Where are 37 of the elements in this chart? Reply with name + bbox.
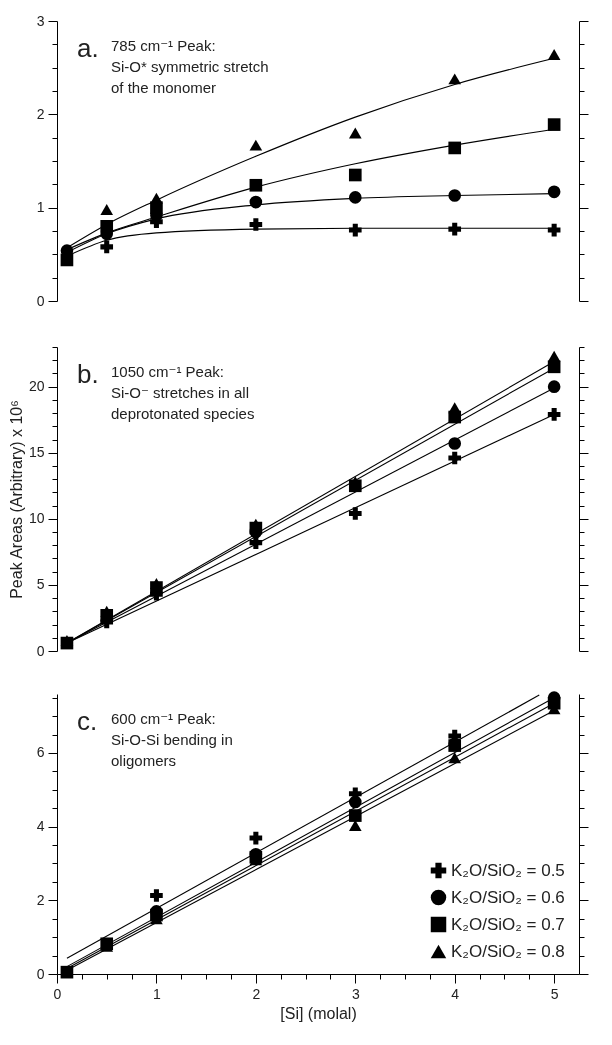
x-axis-title: [Si] (molal) — [280, 1004, 357, 1022]
y-tick-label: 10 — [28, 510, 45, 527]
y-axis-title: Peak Areas (Arbitrary) x 10⁶ — [7, 400, 25, 599]
y-tick-label: 0 — [36, 292, 45, 309]
annotation: 1050 cm⁻¹ Peak: — [111, 363, 224, 380]
annotation: 600 cm⁻¹ Peak: — [111, 710, 216, 727]
y-tick-label: 2 — [36, 105, 45, 122]
legend-label: K₂O/SiO₂ = 0.6 — [451, 887, 565, 907]
annotation: Si-O⁻ stretches in all — [111, 384, 249, 401]
annotation: Si-O-Si bending in — [111, 731, 233, 748]
x-tick-label: 0 — [53, 985, 62, 1002]
y-tick-label: 0 — [36, 642, 45, 659]
annotation: 785 cm⁻¹ Peak: — [111, 37, 216, 54]
annotation: b. — [77, 359, 99, 389]
y-tick-label: 4 — [36, 818, 45, 835]
x-tick-label: 4 — [451, 985, 460, 1002]
y-tick-label: 15 — [28, 444, 45, 461]
legend-label: K₂O/SiO₂ = 0.8 — [451, 941, 565, 961]
annotation: of the monomer — [111, 79, 217, 96]
annotation: Si-O* symmetric stretch — [111, 58, 269, 75]
x-tick-label: 2 — [252, 985, 261, 1002]
y-tick-label: 2 — [36, 891, 45, 908]
y-tick-label: 1 — [36, 199, 45, 216]
y-tick-label: 3 — [36, 12, 45, 29]
legend-label: K₂O/SiO₂ = 0.5 — [451, 860, 565, 880]
y-tick-label: 6 — [36, 744, 45, 761]
y-tick-label: 5 — [36, 576, 45, 593]
legend-label: K₂O/SiO₂ = 0.7 — [451, 914, 565, 934]
x-tick-label: 3 — [351, 985, 360, 1002]
y-tick-label: 20 — [28, 378, 45, 395]
y-tick-label: 0 — [36, 965, 45, 982]
x-tick-label: 5 — [550, 985, 559, 1002]
annotation: c. — [77, 706, 98, 736]
annotation: deprotonated species — [111, 405, 255, 422]
annotation: oligomers — [111, 752, 177, 769]
x-tick-label: 1 — [153, 985, 162, 1002]
annotation: a. — [77, 33, 99, 63]
